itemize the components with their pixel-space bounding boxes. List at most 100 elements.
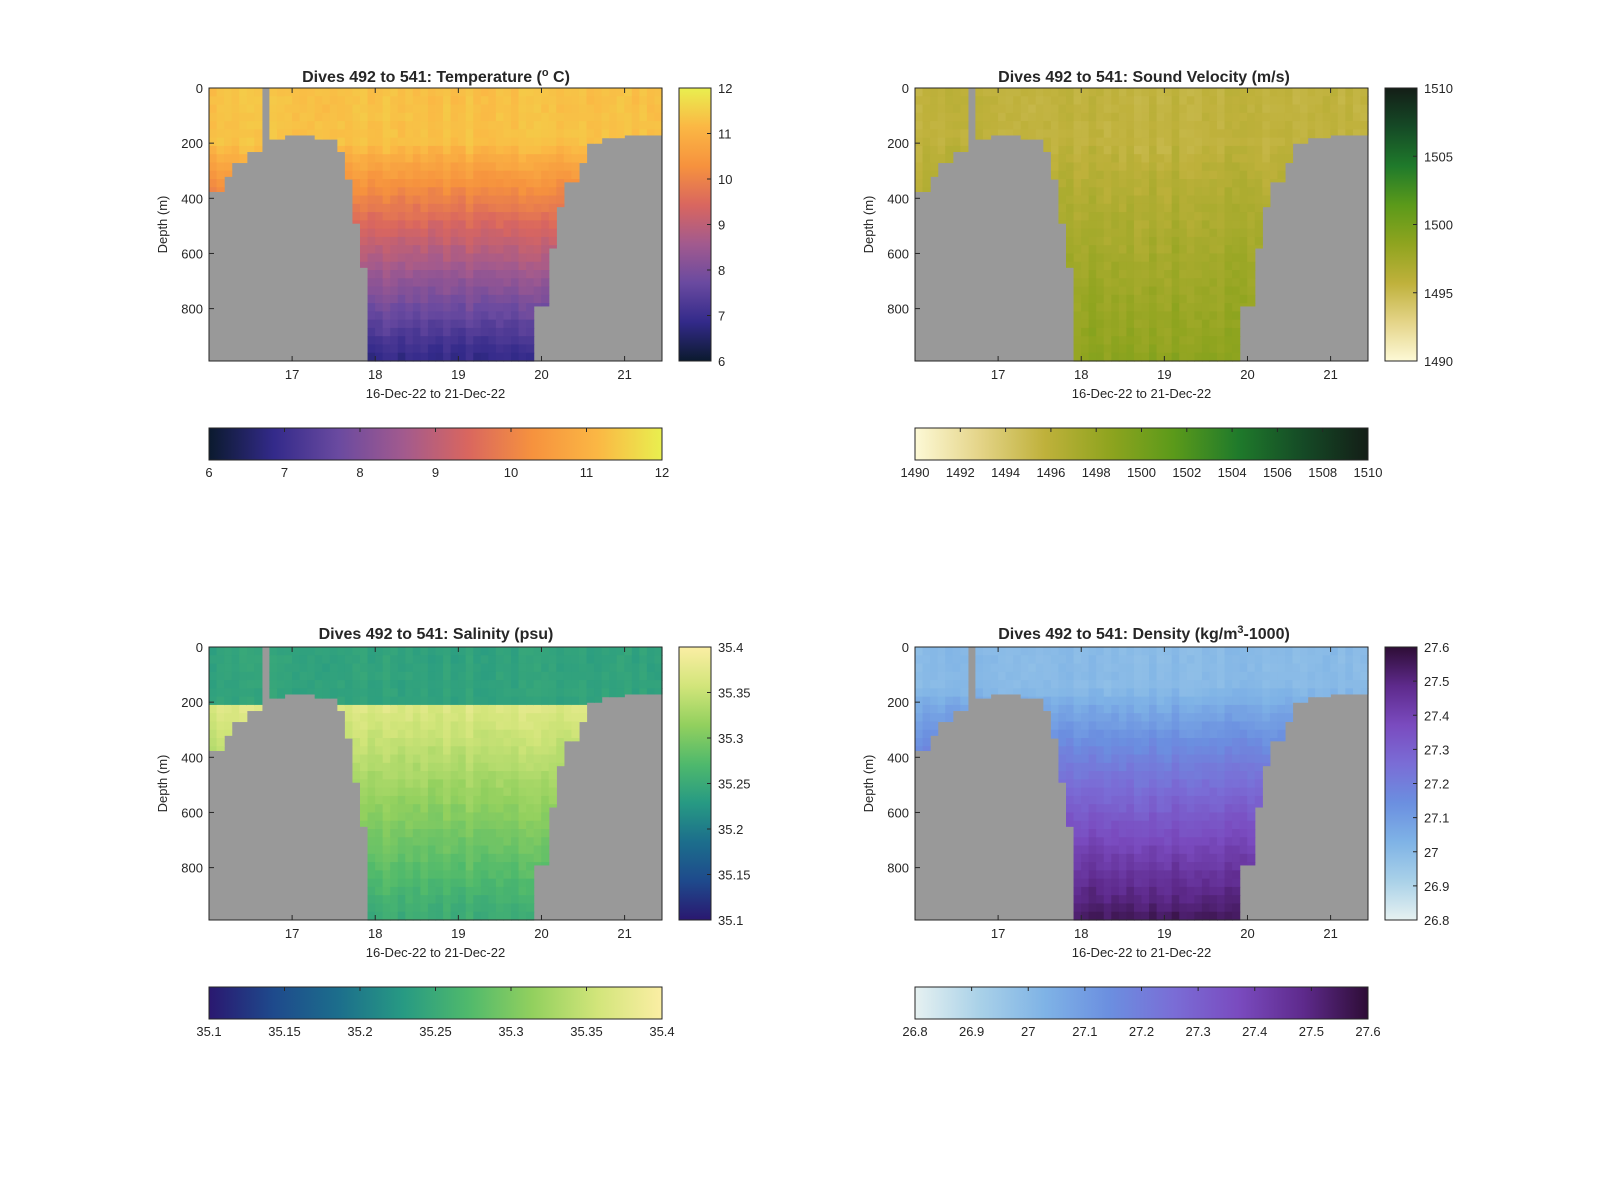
sound-velocity-colorbar-horizontal-label: 1510 <box>1354 465 1383 480</box>
density-cell <box>1111 746 1120 756</box>
sound-velocity-cell <box>1186 294 1195 304</box>
temperature-cell <box>405 154 414 164</box>
sound-velocity-cell <box>1156 311 1165 321</box>
temperature-cell <box>314 129 323 139</box>
salinity-cell <box>239 671 248 681</box>
salinity-cell <box>511 795 520 805</box>
sound-velocity-cell <box>1247 187 1256 197</box>
temperature-cell <box>458 212 467 221</box>
sound-velocity-cell <box>1186 179 1195 188</box>
salinity-cell <box>443 903 452 913</box>
sound-velocity-cell <box>1186 344 1195 354</box>
temperature-cell <box>420 228 429 238</box>
salinity-cell <box>511 820 520 830</box>
salinity-cell <box>420 878 429 888</box>
density-cell <box>998 680 1007 689</box>
density-cell <box>1133 795 1143 805</box>
temperature-cell <box>375 96 384 106</box>
density-cell <box>1232 829 1241 838</box>
salinity-cell <box>337 704 346 712</box>
temperature-cell <box>352 154 361 164</box>
salinity-cell <box>495 812 505 822</box>
sound-velocity-cell <box>1201 278 1211 288</box>
temperature-cell <box>458 137 467 147</box>
sound-velocity-cell <box>1088 121 1097 130</box>
temperature-cell <box>390 162 399 172</box>
density-cell <box>1058 671 1067 681</box>
temperature-cell <box>541 212 550 221</box>
temperature-cell <box>450 129 459 139</box>
density-cell <box>1118 845 1127 855</box>
density-cell <box>1307 647 1316 656</box>
density-cell <box>1149 647 1158 656</box>
temperature-cell <box>518 212 527 221</box>
density-cell <box>1239 688 1248 698</box>
sound-velocity-cell <box>1096 294 1105 304</box>
density-cell <box>930 704 939 714</box>
temperature-cell <box>375 319 384 329</box>
density-cell <box>1156 812 1165 822</box>
sound-velocity-cell <box>1156 344 1165 354</box>
density-cell <box>1186 911 1195 921</box>
sound-velocity-cell <box>1126 88 1135 97</box>
density-cell <box>937 680 946 689</box>
temperature-cell <box>518 179 527 188</box>
salinity-cell <box>420 779 429 789</box>
temperature-cell <box>427 212 437 221</box>
salinity-cell <box>405 655 414 665</box>
sound-velocity-cell <box>1141 179 1150 188</box>
density-cell <box>998 671 1007 681</box>
salinity-cell <box>450 671 459 681</box>
sound-velocity-cell <box>1217 104 1226 114</box>
temperature-cell <box>443 88 452 97</box>
density-cell <box>1073 704 1082 714</box>
temperature-cell <box>541 96 550 106</box>
temperature-cell <box>390 121 399 130</box>
salinity-cell <box>382 704 391 714</box>
temperature-cell <box>352 112 361 122</box>
salinity-cell <box>563 688 572 698</box>
density-cell <box>1224 688 1233 698</box>
temperature-cell <box>511 278 520 288</box>
density-cell <box>1118 771 1127 780</box>
salinity-cell <box>216 688 225 698</box>
salinity-cell <box>269 647 278 656</box>
density-cell <box>1171 663 1180 673</box>
sound-velocity-cell <box>1330 88 1339 97</box>
salinity-cell <box>450 812 459 822</box>
density-cell <box>1050 655 1060 665</box>
sound-velocity-cell <box>1164 179 1173 188</box>
salinity-cell <box>458 729 467 739</box>
salinity-cell <box>503 704 512 714</box>
temperature-cell <box>458 203 467 213</box>
salinity-cell <box>541 729 550 739</box>
salinity-cell <box>443 688 452 698</box>
density-cell <box>1126 812 1135 822</box>
salinity-cell <box>480 886 489 896</box>
salinity-cell <box>360 746 369 756</box>
salinity-cell <box>375 853 384 863</box>
density-cell <box>1156 738 1165 747</box>
sound-velocity-cell <box>1247 104 1256 114</box>
salinity-cell <box>405 738 414 747</box>
temperature-cell <box>239 121 248 130</box>
density-cell <box>1194 804 1203 814</box>
temperature-cell <box>329 96 338 106</box>
sound-velocity-cell <box>1186 112 1195 122</box>
sound-velocity-cell <box>922 137 931 147</box>
temperature-cell <box>367 96 376 106</box>
sound-velocity-cell <box>1020 129 1029 139</box>
temperature-cell <box>382 96 391 106</box>
temperature-cell <box>480 327 489 337</box>
sound-velocity-cell <box>1186 212 1195 221</box>
salinity-cell <box>556 688 565 698</box>
temperature-cell <box>269 88 278 97</box>
sound-velocity-cell <box>960 96 969 106</box>
temperature-cell <box>390 112 399 122</box>
density-cell <box>1232 680 1241 689</box>
density-cell <box>1073 812 1082 822</box>
sound-velocity-cell <box>1050 88 1060 97</box>
sound-velocity-cell <box>1103 344 1112 354</box>
salinity-cell <box>556 663 565 673</box>
salinity-cell <box>420 812 429 822</box>
